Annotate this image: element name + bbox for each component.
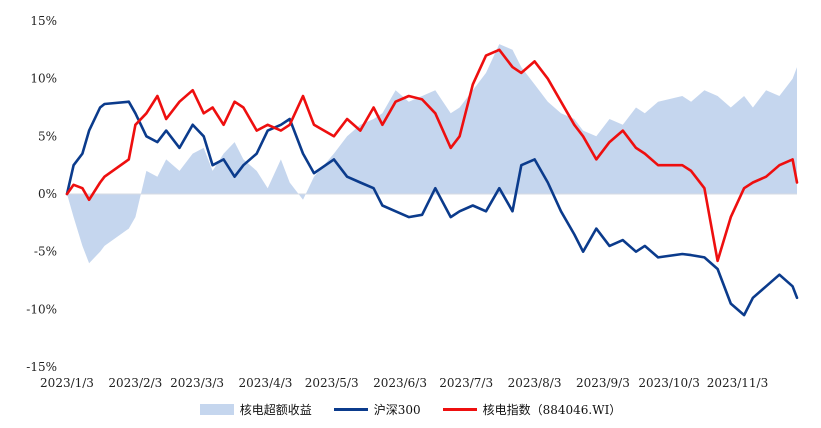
series-layer	[65, 44, 799, 317]
x-tick-label: 2023/5/3	[305, 376, 359, 390]
x-tick-label: 2023/11/3	[707, 376, 769, 390]
x-axis: 2023/1/3 2023/2/3 2023/3/3 2023/4/3 2023/5/3…	[40, 376, 768, 390]
x-tick-label: 2023/2/3	[108, 376, 162, 390]
legend-item-excess-return: 核电超额收益	[199, 401, 312, 418]
legend-item-csi300: 沪深300	[333, 401, 421, 418]
y-tick-label: -5%	[34, 245, 57, 259]
x-tick-label: 2023/9/3	[576, 376, 630, 390]
y-tick-label: -10%	[26, 302, 57, 316]
legend-label-csi300: 沪深300	[373, 402, 421, 417]
x-tick-label: 2023/4/3	[239, 376, 293, 390]
y-tick-label: 0%	[38, 187, 57, 201]
x-tick-label: 2023/1/3	[40, 376, 94, 390]
legend-label-excess-return: 核电超额收益	[239, 402, 312, 417]
legend-item-nuclear-index: 核电指数（884046.WI）	[442, 401, 622, 418]
x-tick-label: 2023/8/3	[508, 376, 562, 390]
x-tick-label: 2023/10/3	[638, 376, 700, 390]
y-tick-label: -15%	[26, 360, 57, 374]
series-area-excess-return	[67, 44, 797, 264]
y-tick-label: 10%	[30, 72, 57, 86]
x-tick-label: 2023/6/3	[373, 376, 427, 390]
legend: 核电超额收益 沪深300 核电指数（884046.WI）	[0, 398, 821, 420]
legend-swatch-excess-return	[199, 403, 234, 415]
chart: 15%10%5%0%-5%-10%-15% 2023/1/3 2023/2/3 20…	[26, 14, 799, 390]
y-axis: 15% 10% 5% 0% -5% -10% -15%	[26, 14, 57, 374]
legend-swatch-nuclear-index	[442, 407, 477, 411]
legend-swatch-csi300	[333, 407, 368, 411]
legend-label-nuclear-index: 核电指数（884046.WI）	[482, 402, 622, 417]
x-tick-label: 2023/3/3	[170, 376, 224, 390]
series-line-nuclear-index	[65, 48, 799, 263]
y-tick-label: 5%	[38, 129, 57, 143]
y-tick-label: 15%	[30, 14, 57, 28]
x-tick-label: 2023/7/3	[439, 376, 493, 390]
series-line-csi300	[65, 100, 799, 317]
